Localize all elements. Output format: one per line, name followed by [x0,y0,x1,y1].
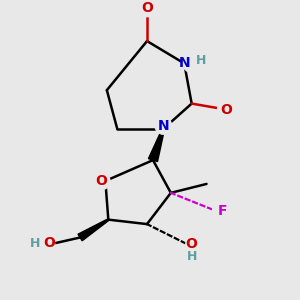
Circle shape [139,0,155,17]
Circle shape [186,235,206,255]
Circle shape [218,101,234,118]
Circle shape [183,55,201,72]
Circle shape [34,235,55,255]
Text: O: O [95,174,107,188]
Text: O: O [141,1,153,15]
Text: N: N [178,56,190,70]
Text: O: O [186,237,198,251]
Text: F: F [218,204,228,218]
Circle shape [92,172,110,190]
Circle shape [155,118,172,134]
Polygon shape [148,128,164,162]
Polygon shape [78,219,109,241]
Text: O: O [220,103,232,116]
Text: H: H [30,237,40,250]
Text: H: H [195,54,206,67]
Text: O: O [43,236,55,250]
Text: H: H [187,250,197,263]
Text: N: N [158,119,169,134]
Circle shape [212,202,230,220]
